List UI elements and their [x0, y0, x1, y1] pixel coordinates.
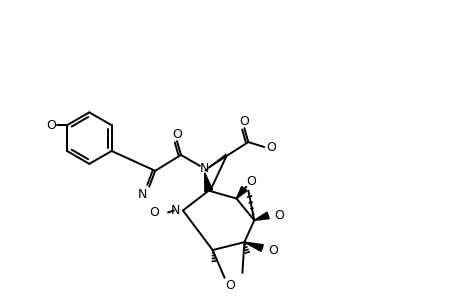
Text: O: O — [225, 279, 235, 292]
Text: O: O — [266, 140, 275, 154]
Polygon shape — [236, 187, 246, 199]
Text: N: N — [200, 162, 209, 175]
Polygon shape — [204, 154, 226, 171]
Text: O: O — [46, 119, 56, 132]
Text: O: O — [246, 175, 256, 188]
Text: O: O — [239, 115, 249, 128]
Text: O: O — [274, 209, 283, 222]
Polygon shape — [204, 173, 212, 191]
Text: N: N — [137, 188, 147, 201]
Polygon shape — [244, 242, 263, 251]
Text: O: O — [172, 128, 182, 141]
Text: N: N — [170, 204, 179, 217]
Polygon shape — [254, 212, 269, 220]
Text: O: O — [149, 206, 159, 219]
Text: O: O — [268, 244, 277, 256]
